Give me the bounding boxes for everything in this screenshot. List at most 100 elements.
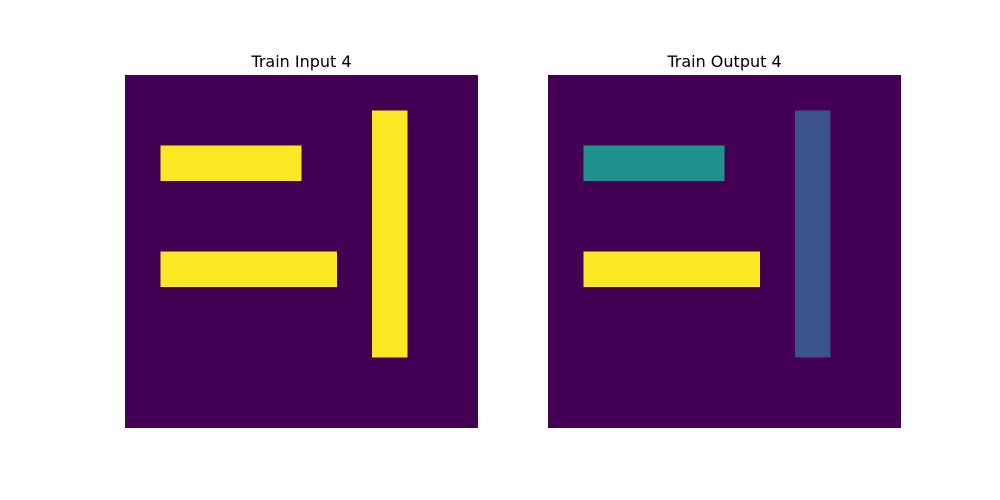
- grid-cell: [266, 75, 302, 111]
- grid-cell: [830, 357, 866, 393]
- grid-cell: [230, 392, 267, 428]
- grid-cell: [618, 75, 654, 111]
- grid-cell: [125, 180, 161, 217]
- grid-cell: [442, 392, 478, 428]
- grid-cell: [618, 145, 654, 181]
- grid-cell: [865, 216, 901, 252]
- grid-cell: [865, 322, 901, 358]
- grid-cell: [865, 75, 901, 111]
- grid-cell: [372, 180, 408, 217]
- grid-cell: [442, 180, 478, 217]
- grid-cell: [407, 180, 443, 217]
- grid-cell: [230, 110, 267, 146]
- grid-cell: [689, 75, 725, 111]
- grid-cell: [795, 180, 831, 217]
- grid-cell: [301, 357, 337, 393]
- grid-cell: [301, 286, 337, 323]
- grid-cell: [830, 180, 866, 217]
- grid-cell: [125, 322, 161, 358]
- grid-cell: [548, 75, 584, 111]
- grid-cell: [689, 322, 725, 358]
- grid-cell: [336, 322, 373, 358]
- grid-cell: [230, 357, 267, 393]
- grid-cell: [583, 216, 619, 252]
- grid-cell: [795, 357, 831, 393]
- grid-cell: [865, 110, 901, 146]
- grid-cell: [442, 145, 478, 181]
- grid-cell: [548, 392, 584, 428]
- grid-cell: [795, 251, 831, 287]
- grid-cell: [125, 75, 161, 111]
- grid-cell: [830, 322, 866, 358]
- grid-cell: [336, 392, 373, 428]
- grid-cell: [407, 110, 443, 146]
- grid-cell: [724, 251, 760, 287]
- grid-cell: [724, 110, 760, 146]
- grid-cell: [407, 392, 443, 428]
- grid-cell: [795, 75, 831, 111]
- output-grid: [548, 75, 901, 428]
- grid-cell: [689, 392, 725, 428]
- grid-cell: [301, 75, 337, 111]
- grid-cell: [618, 216, 654, 252]
- grid-cell: [407, 286, 443, 323]
- grid-cell: [724, 286, 760, 323]
- grid-cell: [160, 110, 196, 146]
- grid-cell: [301, 110, 337, 146]
- grid-cell: [372, 216, 408, 252]
- grid-cell: [372, 110, 408, 146]
- grid-cell: [160, 75, 196, 111]
- grid-cell: [230, 216, 267, 252]
- grid-cell: [653, 75, 690, 111]
- grid-cell: [195, 357, 231, 393]
- grid-cell: [653, 145, 690, 181]
- grid-cell: [301, 180, 337, 217]
- grid-cell: [195, 75, 231, 111]
- grid-cell: [653, 392, 690, 428]
- grid-cell: [865, 286, 901, 323]
- grid-cell: [865, 251, 901, 287]
- grid-cell: [689, 357, 725, 393]
- grid-cell: [583, 286, 619, 323]
- grid-cell: [442, 75, 478, 111]
- grid-cell: [759, 392, 796, 428]
- grid-cell: [724, 145, 760, 181]
- grid-cell: [442, 251, 478, 287]
- grid-cell: [548, 216, 584, 252]
- grid-cell: [372, 286, 408, 323]
- grid-cell: [442, 110, 478, 146]
- grid-cell: [336, 180, 373, 217]
- grid-cell: [618, 322, 654, 358]
- grid-cell: [160, 357, 196, 393]
- grid-cell: [195, 216, 231, 252]
- grid-cell: [230, 75, 267, 111]
- grid-cell: [160, 145, 196, 181]
- grid-cell: [336, 110, 373, 146]
- grid-cell: [583, 145, 619, 181]
- grid-cell: [442, 322, 478, 358]
- grid-cell: [195, 392, 231, 428]
- grid-cell: [583, 251, 619, 287]
- grid-cell: [160, 392, 196, 428]
- grid-cell: [160, 216, 196, 252]
- grid-cell: [724, 392, 760, 428]
- grid-cell: [618, 392, 654, 428]
- grid-cell: [865, 180, 901, 217]
- grid-cell: [230, 180, 267, 217]
- grid-cell: [653, 110, 690, 146]
- grid-cell: [442, 286, 478, 323]
- grid-cell: [618, 180, 654, 217]
- grid-cell: [160, 251, 196, 287]
- grid-cell: [830, 216, 866, 252]
- grid-cell: [372, 357, 408, 393]
- grid-cell: [795, 392, 831, 428]
- grid-cell: [548, 145, 584, 181]
- grid-cell: [795, 216, 831, 252]
- grid-cell: [583, 392, 619, 428]
- grid-cell: [689, 216, 725, 252]
- grid-cell: [336, 251, 373, 287]
- grid-cell: [125, 145, 161, 181]
- grid-cell: [372, 322, 408, 358]
- grid-cell: [583, 180, 619, 217]
- grid-cell: [372, 392, 408, 428]
